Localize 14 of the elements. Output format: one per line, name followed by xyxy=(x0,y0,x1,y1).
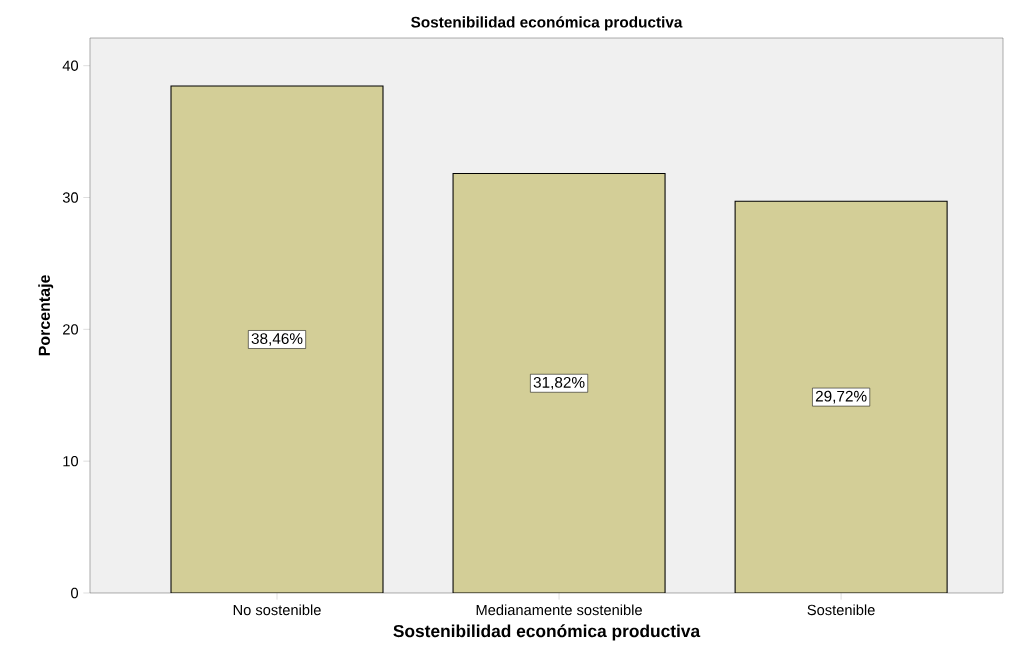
x-tick-label: Sostenible xyxy=(807,604,875,616)
chart-title: Sostenibilidad económica productiva xyxy=(411,16,683,31)
y-tick-label: 10 xyxy=(63,455,79,467)
y-tick-label: 0 xyxy=(71,587,79,599)
x-tick-label: No sostenible xyxy=(233,604,321,616)
x-axis-title: Sostenibilidad económica productiva xyxy=(393,624,701,641)
y-tick-label: 40 xyxy=(62,60,79,71)
x-tick-label: Medianamente sostenible xyxy=(476,604,642,616)
y-tick-label: 20 xyxy=(63,324,79,335)
y-axis-title: Porcentaje xyxy=(38,275,54,356)
data-label: 38,46% xyxy=(251,333,303,346)
y-tick-label: 30 xyxy=(62,192,79,203)
data-label: 31,82% xyxy=(533,376,585,390)
data-label: 29,72% xyxy=(815,390,867,404)
